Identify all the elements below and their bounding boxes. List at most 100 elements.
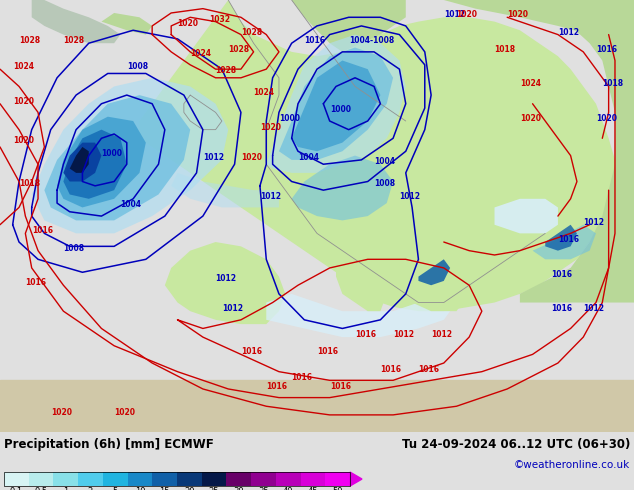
Text: 1016: 1016 bbox=[241, 347, 262, 356]
Text: 1008: 1008 bbox=[374, 179, 395, 188]
Text: 1016: 1016 bbox=[552, 270, 573, 279]
Polygon shape bbox=[63, 130, 127, 199]
Text: 1020: 1020 bbox=[260, 122, 281, 132]
Text: Tu 24-09-2024 06..12 UTC (06+30): Tu 24-09-2024 06..12 UTC (06+30) bbox=[401, 438, 630, 451]
Polygon shape bbox=[393, 251, 469, 311]
Polygon shape bbox=[495, 199, 558, 233]
Text: 1012: 1012 bbox=[260, 192, 281, 201]
Polygon shape bbox=[279, 48, 393, 160]
Text: 1016: 1016 bbox=[25, 278, 46, 287]
Text: 1028: 1028 bbox=[19, 36, 40, 45]
Text: 1020: 1020 bbox=[51, 408, 72, 417]
Text: 1018: 1018 bbox=[495, 45, 515, 54]
Bar bbox=[226, 472, 251, 486]
Text: 1016: 1016 bbox=[317, 347, 338, 356]
Polygon shape bbox=[63, 143, 101, 181]
Text: 1012: 1012 bbox=[399, 192, 420, 201]
Bar bbox=[53, 472, 78, 486]
Bar bbox=[251, 472, 276, 486]
Text: 1020: 1020 bbox=[13, 136, 34, 145]
Text: 1018: 1018 bbox=[19, 179, 40, 188]
Text: 1020: 1020 bbox=[178, 19, 198, 28]
Text: 1012: 1012 bbox=[558, 27, 579, 37]
Text: 20: 20 bbox=[184, 487, 195, 490]
Text: 15: 15 bbox=[159, 487, 170, 490]
Text: 1012: 1012 bbox=[583, 304, 604, 313]
Text: 1016: 1016 bbox=[355, 330, 376, 339]
Polygon shape bbox=[418, 259, 450, 285]
Text: 1028: 1028 bbox=[241, 27, 262, 37]
Text: 1004: 1004 bbox=[374, 157, 395, 166]
Text: 1012: 1012 bbox=[222, 304, 243, 313]
Polygon shape bbox=[139, 0, 615, 311]
Text: 40: 40 bbox=[283, 487, 294, 490]
Text: 1004: 1004 bbox=[298, 153, 319, 162]
Polygon shape bbox=[57, 117, 146, 207]
Text: 1028: 1028 bbox=[228, 45, 249, 54]
Text: 1012: 1012 bbox=[444, 10, 465, 19]
Text: 1008: 1008 bbox=[127, 62, 148, 71]
Text: 1012: 1012 bbox=[583, 218, 604, 227]
Bar bbox=[4, 472, 29, 486]
Text: 5: 5 bbox=[113, 487, 118, 490]
Text: 1012: 1012 bbox=[393, 330, 414, 339]
Polygon shape bbox=[165, 104, 190, 130]
Text: 1020: 1020 bbox=[507, 10, 528, 19]
Bar bbox=[29, 472, 53, 486]
Text: 1000: 1000 bbox=[279, 114, 300, 123]
Polygon shape bbox=[0, 380, 634, 432]
Text: 0.5: 0.5 bbox=[34, 487, 48, 490]
Text: 1032: 1032 bbox=[209, 15, 230, 24]
Text: 1020: 1020 bbox=[596, 114, 617, 123]
Polygon shape bbox=[70, 147, 89, 173]
Polygon shape bbox=[350, 472, 362, 486]
Text: 1018: 1018 bbox=[602, 79, 623, 88]
Text: 1020: 1020 bbox=[114, 408, 135, 417]
Bar bbox=[276, 472, 301, 486]
Text: 1012: 1012 bbox=[203, 153, 224, 162]
Bar bbox=[301, 472, 325, 486]
Text: 1020: 1020 bbox=[456, 10, 477, 19]
Polygon shape bbox=[32, 78, 228, 233]
Polygon shape bbox=[266, 35, 406, 173]
Polygon shape bbox=[184, 95, 235, 134]
Text: 1020: 1020 bbox=[13, 97, 34, 106]
Polygon shape bbox=[444, 0, 634, 52]
Bar bbox=[325, 472, 350, 486]
Text: 1016: 1016 bbox=[330, 382, 351, 391]
Polygon shape bbox=[292, 0, 406, 52]
Polygon shape bbox=[545, 225, 577, 251]
Polygon shape bbox=[520, 17, 634, 302]
Text: 25: 25 bbox=[209, 487, 219, 490]
Text: 10: 10 bbox=[134, 487, 145, 490]
Text: 1024: 1024 bbox=[520, 79, 541, 88]
Polygon shape bbox=[336, 251, 387, 311]
Text: 1000: 1000 bbox=[330, 105, 351, 114]
Text: ©weatheronline.co.uk: ©weatheronline.co.uk bbox=[514, 460, 630, 470]
Polygon shape bbox=[292, 156, 393, 220]
Text: 1028: 1028 bbox=[216, 67, 236, 75]
Text: 35: 35 bbox=[258, 487, 269, 490]
Text: 1016: 1016 bbox=[380, 365, 401, 374]
Text: 1024: 1024 bbox=[254, 88, 275, 97]
Text: 1012: 1012 bbox=[431, 330, 452, 339]
Bar bbox=[127, 472, 152, 486]
Text: 1016: 1016 bbox=[596, 45, 617, 54]
Text: 1016: 1016 bbox=[552, 304, 573, 313]
Text: Precipitation (6h) [mm] ECMWF: Precipitation (6h) [mm] ECMWF bbox=[4, 438, 214, 451]
Text: 2: 2 bbox=[88, 487, 93, 490]
Text: 30: 30 bbox=[233, 487, 244, 490]
Text: 1016: 1016 bbox=[32, 226, 53, 235]
Bar bbox=[78, 472, 103, 486]
Text: 1016: 1016 bbox=[304, 36, 325, 45]
Text: 1024: 1024 bbox=[13, 62, 34, 71]
Polygon shape bbox=[292, 60, 380, 151]
Text: 1016: 1016 bbox=[418, 365, 439, 374]
Polygon shape bbox=[266, 294, 456, 337]
Text: 1016: 1016 bbox=[558, 235, 579, 244]
Bar bbox=[177, 472, 202, 486]
Text: 50: 50 bbox=[332, 487, 343, 490]
Text: 1000: 1000 bbox=[101, 148, 122, 158]
Bar bbox=[103, 472, 127, 486]
Polygon shape bbox=[101, 13, 152, 35]
